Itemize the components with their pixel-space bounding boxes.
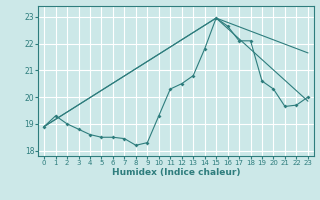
X-axis label: Humidex (Indice chaleur): Humidex (Indice chaleur) <box>112 168 240 177</box>
